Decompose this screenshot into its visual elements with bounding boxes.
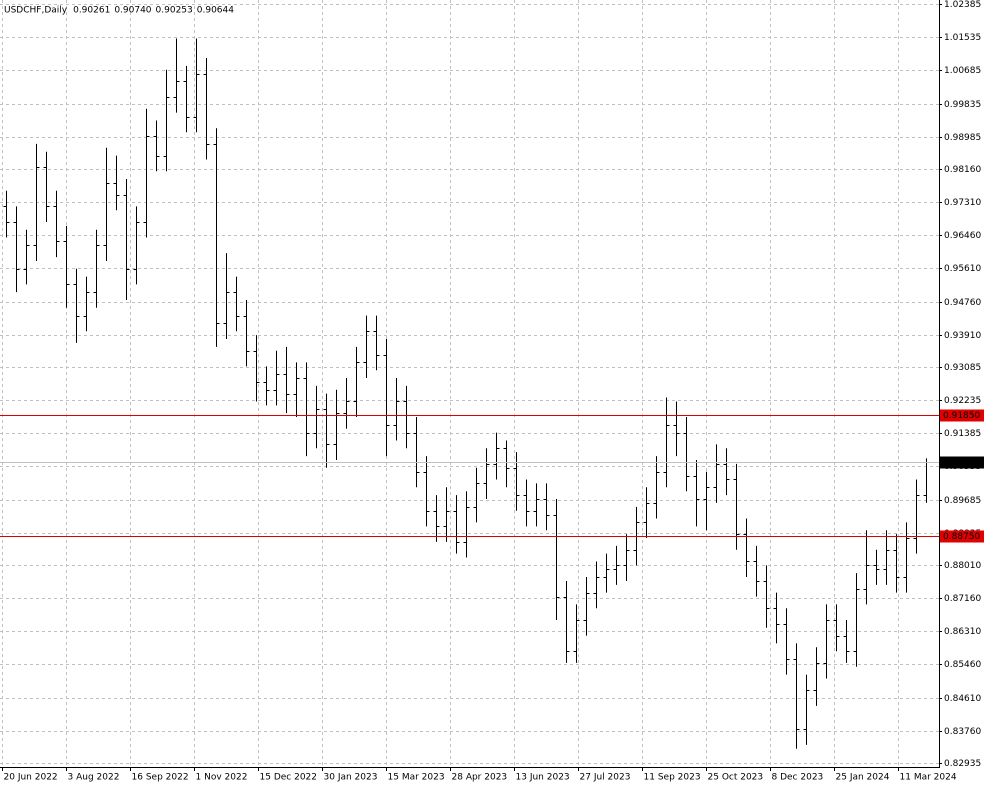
y-tick-label: 0.94760 — [944, 298, 981, 308]
header-value: 0.90644 — [197, 6, 234, 16]
price-tag-label: 0.88750 — [943, 532, 980, 542]
y-tick-label: 0.88010 — [944, 561, 981, 571]
y-tick-label: 1.02385 — [944, 0, 981, 10]
price-tag — [940, 530, 984, 543]
header-value: 0.90261 — [73, 6, 110, 16]
x-tick-label: 13 Jun 2023 — [516, 773, 570, 783]
y-tick-label: 0.93085 — [944, 363, 981, 373]
price-tag — [940, 409, 984, 422]
x-tick-label: 20 Jun 2022 — [4, 773, 58, 783]
bars — [3, 38, 930, 749]
y-tick-label: 0.98985 — [944, 133, 981, 143]
y-tick-label: 0.91385 — [944, 429, 981, 439]
y-tick-label: 1.00685 — [944, 66, 981, 76]
x-tick-label: 30 Jan 2023 — [324, 773, 378, 783]
y-tick-label: 0.87160 — [944, 594, 981, 604]
y-tick-label: 0.97310 — [944, 198, 981, 208]
x-tick-label: 28 Apr 2023 — [452, 773, 508, 783]
y-tick-label: 0.82935 — [944, 759, 981, 769]
y-tick-label: 0.86310 — [944, 627, 981, 637]
header-value: 0.90253 — [156, 6, 193, 16]
y-tick-label: 0.98160 — [944, 165, 981, 175]
x-tick-label: 15 Dec 2022 — [260, 773, 318, 783]
x-tick-label: 11 Sep 2023 — [644, 773, 701, 783]
x-tick-label: 3 Aug 2022 — [68, 773, 120, 783]
x-tick-label: 1 Nov 2022 — [196, 773, 248, 783]
y-tick-label: 0.93910 — [944, 331, 981, 341]
x-tick-label: 15 Mar 2023 — [388, 773, 445, 783]
y-tick-label: 0.85460 — [944, 660, 981, 670]
x-tick-label: 11 Mar 2024 — [900, 773, 957, 783]
header-value: 0.90740 — [114, 6, 151, 16]
y-tick-label: 0.89685 — [944, 496, 981, 506]
y-tick-label: 0.96460 — [944, 231, 981, 241]
price-tag-label: 0.91850 — [943, 411, 980, 421]
x-tick-label: 25 Oct 2023 — [708, 773, 764, 783]
chart-title: USDCHF,Daily — [4, 6, 68, 16]
y-tick-label: 0.83760 — [944, 727, 981, 737]
y-tick-label: 0.84610 — [944, 694, 981, 704]
x-tick-label: 25 Jan 2024 — [836, 773, 890, 783]
y-tick-label: 0.92235 — [944, 396, 981, 406]
price-tag-label: 0.90644 — [943, 458, 980, 468]
y-tick-label: 0.99835 — [944, 100, 981, 110]
y-tick-label: 1.01535 — [944, 33, 981, 43]
x-tick-label: 27 Jul 2023 — [580, 773, 631, 783]
x-tick-label: 8 Dec 2023 — [772, 773, 824, 783]
x-tick-label: 16 Sep 2022 — [132, 773, 189, 783]
overlay — [0, 415, 939, 537]
price-tag — [940, 456, 984, 469]
y-tick-label: 0.95610 — [944, 264, 981, 274]
